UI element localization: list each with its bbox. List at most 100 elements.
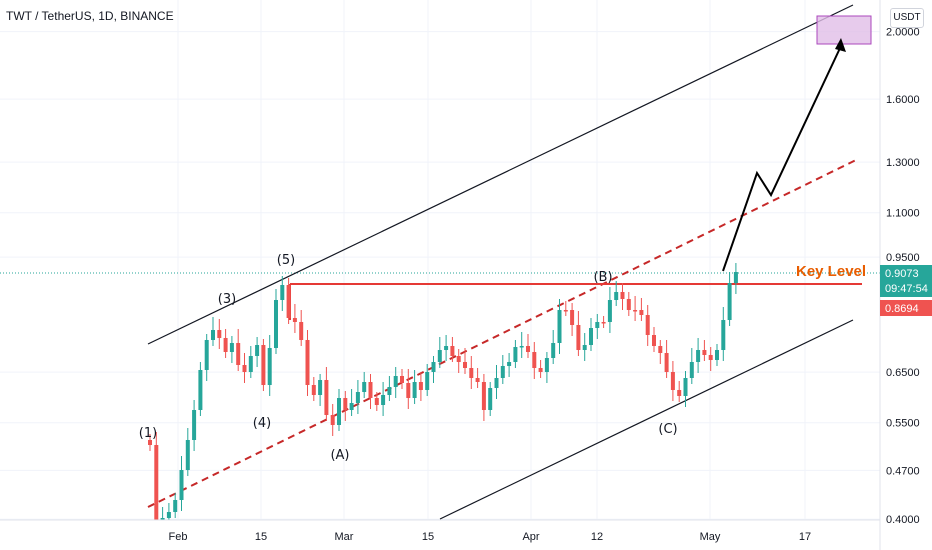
candle-body [614,292,619,300]
target-box [816,15,872,45]
candle-body [387,387,392,395]
wave-label-a: (A) [330,448,349,463]
candle-body [318,380,323,395]
candle-body [355,392,360,403]
candle-body [620,292,625,299]
wave-label-4: (4) [253,416,271,431]
candle-body [305,340,310,385]
candle-body [204,340,209,370]
channel-lower-line [439,319,854,520]
candle-body [670,372,675,390]
x-tick-label: 15 [255,531,267,543]
candle-body [677,390,682,396]
wave-label-1: (1) [139,426,157,441]
y-tick-label: 0.9500 [886,252,920,264]
candle-body [570,310,575,325]
candle-body [437,350,442,362]
candle-body [292,318,297,322]
y-tick-label: 2.0000 [886,27,920,39]
candle-body [431,362,436,372]
candles [148,263,738,520]
projection-arrow-head [835,38,846,52]
candle-body [248,356,253,372]
wave-label-3: (3) [218,292,236,307]
time-axis[interactable]: Feb 15 Mar 15 Apr 12 May 17 [169,531,812,543]
y-tick-label: 0.4000 [886,514,920,526]
candle-body [343,398,348,410]
grid [0,0,880,520]
candle-body [633,310,638,312]
candle-body [481,382,486,410]
candle-body [683,378,688,396]
candle-body [154,445,159,520]
candle-body [185,440,190,470]
wave-labels: (1) (3) (4) (5) (A) (B) (C) [139,253,678,463]
candle-body [544,358,549,372]
candle-body [330,415,335,425]
candle-body [173,500,178,512]
candle-body [311,385,316,395]
currency-button[interactable]: USDT [890,8,924,28]
candle-body [532,352,537,368]
wave-label-b: (B) [593,270,612,285]
candle-body [601,322,606,324]
candle-body [563,310,568,312]
wave-label-5: (5) [277,253,295,268]
y-tick-label: 0.5500 [886,418,920,430]
chart-title: TWT / TetherUS, 1D, BINANCE [6,9,174,23]
candle-body [223,338,228,352]
candle-body [456,356,461,362]
x-tick-label: May [700,531,721,543]
candle-body [469,368,474,378]
x-tick-label: 12 [591,531,603,543]
candle-body [639,310,644,315]
candle-body [494,378,499,388]
candle-body [607,300,612,322]
candle-body [211,330,215,340]
candle-body [576,325,581,350]
candle-body [179,470,184,500]
candle-countdown: 09:47:54 [885,283,928,295]
candle-body [217,330,222,338]
key-level-price-tag: 0.8694 [880,300,932,316]
candle-body [519,346,524,348]
channel-upper-line [147,4,854,345]
price-axis[interactable]: 2 2.40002.00001.60001.30001.10000.95000.… [886,0,922,550]
candle-body [418,382,423,390]
candle-body [236,343,241,365]
candle-body [381,395,386,405]
candle-body [374,398,379,405]
x-tick-label: 17 [799,531,811,543]
wave-label-c: (C) [658,422,677,437]
last-price-tag: 0.9073 09:47:54 [880,265,932,297]
candle-body [425,372,430,390]
last-price-value: 0.9073 [885,268,919,280]
candle-body [652,335,656,346]
key-level-price-value: 0.8694 [885,303,919,315]
candle-body [255,345,260,356]
candle-body [715,350,719,360]
candle-body [702,350,707,355]
candle-body [267,348,272,385]
candle-body [538,368,543,372]
candle-body [582,345,587,350]
candle-body [507,362,512,366]
candle-body [299,322,304,340]
candle-body [393,376,398,387]
candle-body [595,322,600,328]
x-tick-label: Feb [169,531,188,543]
candle-body [160,518,165,520]
candle-body [626,299,631,310]
candle-body [488,388,493,410]
y-tick-label: 1.3000 [886,157,920,169]
candle-body [658,346,663,353]
candle-body [500,366,505,378]
y-tick-label: 0.4700 [886,465,920,477]
candle-body [526,346,530,352]
candle-body [362,382,367,392]
y-tick-label: 0.6500 [886,367,920,379]
candle-body [261,345,266,385]
candle-body [166,512,171,518]
candle-body [463,362,467,368]
